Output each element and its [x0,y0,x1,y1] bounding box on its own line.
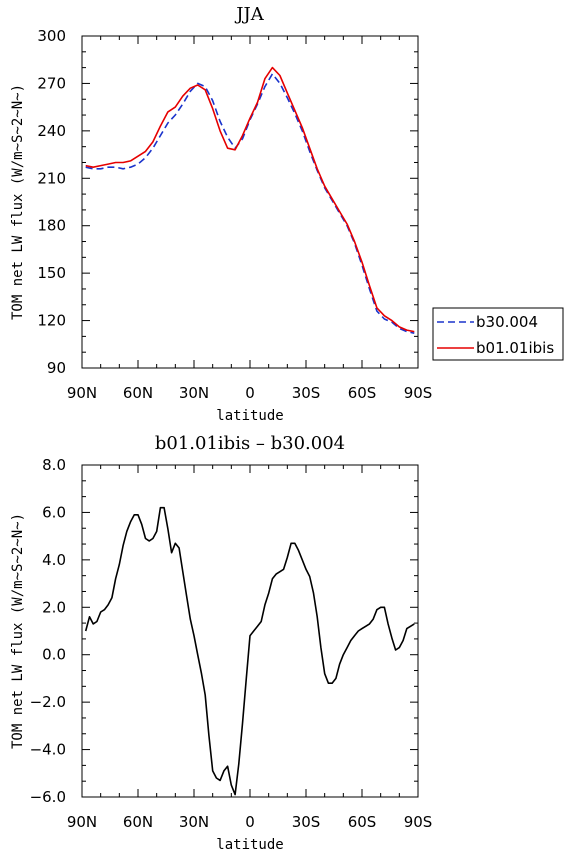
y-tick-label: 90 [47,359,66,377]
y-tick-label: 270 [37,74,66,92]
y-tick-label: −4.0 [30,741,66,759]
x-tick-label: 30N [179,384,209,402]
y-tick-label: 210 [37,169,66,187]
x-tick-label: 30S [292,384,321,402]
x-tick-label: 0 [245,384,255,402]
y-tick-label: 6.0 [42,503,66,521]
y-tick-label: 120 [37,312,66,330]
series-line-0 [85,73,415,334]
legend: b30.004 b01.01ibis [432,307,564,361]
plot-frame [81,35,419,369]
plot-frame [81,464,419,798]
x-tick-label: 60N [123,813,153,831]
y-tick-label: 180 [37,217,66,235]
x-tick-label: 60S [348,384,377,402]
legend-label-1: b01.01ibis [476,339,554,357]
x-tick-label: 30N [179,813,209,831]
y-tick-label: −6.0 [30,788,66,806]
y-tick-label: 300 [37,27,66,45]
series-line-0 [84,506,415,796]
x-tick-label: 60S [348,813,377,831]
x-axis-label: latitude [216,408,283,424]
series-line-1 [85,66,415,333]
y-axis-label: TOM net LW flux (W/m~S~2~N~) [10,84,26,320]
x-tick-label: 90S [404,384,433,402]
x-tick-label: 90S [404,813,433,831]
x-tick-label: 60N [123,384,153,402]
x-tick-label: 30S [292,813,321,831]
top-panel: 90 120 150 180 210 240 270 300 90N 60N 30N 0 30S 60S 9… [10,4,432,424]
y-axis-label: TOM net LW flux (W/m~S~2~N~) [10,513,26,749]
chart-title: JJA [234,4,264,25]
y-tick-label: 240 [37,122,66,140]
x-tick-label: 90N [67,813,97,831]
y-tick-label: 4.0 [42,551,66,569]
y-tick-label: 8.0 [42,456,66,474]
x-tick-label: 0 [245,813,255,831]
x-tick-label: 90N [67,384,97,402]
y-tick-label: −2.0 [30,693,66,711]
bottom-panel: −6.0 −4.0 −2.0 0.0 2.0 4.0 6.0 8.0 90N 60N 30N 0 30S… [10,433,432,851]
y-tick-label: 2.0 [42,598,66,616]
y-tick-label: 0.0 [42,646,66,664]
legend-label-0: b30.004 [476,313,538,331]
y-tick-label: 150 [37,264,66,282]
chart-title: b01.01ibis – b30.004 [155,433,345,454]
x-axis-label: latitude [216,837,283,851]
legend-box [432,307,564,361]
